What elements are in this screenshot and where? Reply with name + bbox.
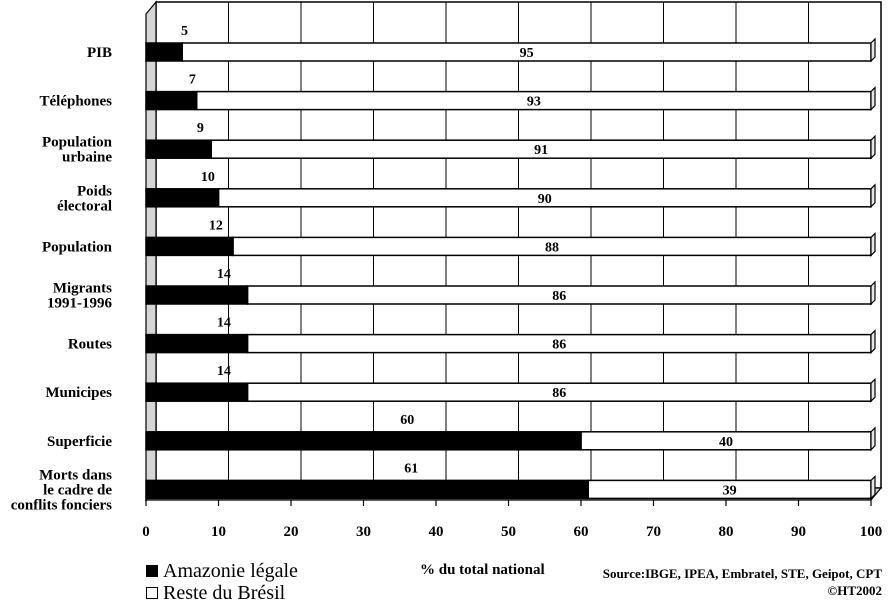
category-label: conflits fonciers [11,497,112,513]
data-label-reste: 90 [538,192,552,207]
data-label-amazonie: 5 [181,24,188,39]
source-credit: Source:IBGE, IPEA, Embratel, STE, Geipot… [603,565,882,599]
category-label: Poids [77,183,112,199]
category-label: Téléphones [39,94,112,110]
x-tick-label: 60 [574,524,589,540]
data-label-reste: 86 [552,386,566,401]
x-tick-label: 90 [791,524,806,540]
bar-end-face [870,37,876,63]
data-label-reste: 95 [520,46,534,61]
category-label: le cadre de [43,482,112,498]
data-label-reste: 86 [552,289,566,304]
bar-end-face [870,86,876,112]
data-label-reste: 86 [552,338,566,353]
x-axis-label: % du total national [420,562,545,578]
source-line: Source:IBGE, IPEA, Embratel, STE, Geipot… [602,566,882,581]
bar-amazonie [145,90,198,111]
category-label: Population [42,239,113,255]
bar-end-face [870,474,876,500]
x-tick-label: 20 [284,524,299,540]
bar-amazonie [145,479,589,500]
bar-end-face [870,134,876,160]
data-label-amazonie: 12 [209,218,223,233]
data-label-reste: 91 [534,143,548,158]
copyright-line: ©HT2002 [827,583,883,598]
legend-item-amazonie: Amazonie légale [146,560,298,582]
bar-end-face [870,183,876,209]
data-label-amazonie: 61 [404,461,418,476]
category-label: électoral [57,198,112,214]
x-tick-label: 10 [211,524,226,540]
bar-end-face [870,377,876,403]
x-tick-label: 100 [860,524,883,540]
category-label: Routes [68,337,112,353]
bar-end-face [870,329,876,355]
legend-swatch-reste [146,587,158,599]
bar-end-face [870,231,876,257]
bar-amazonie [145,188,220,208]
x-tick-label: 0 [142,524,150,540]
bar-end-face [870,426,876,452]
data-label-reste: 93 [527,95,541,110]
category-label: Superficie [47,434,112,450]
data-label-amazonie: 14 [217,364,231,379]
data-label-reste: 88 [545,240,559,255]
data-label-amazonie: 9 [197,121,204,136]
legend-item-reste: Reste du Brésil [146,582,298,604]
data-label-amazonie: 14 [217,316,231,331]
bar-amazonie [145,285,249,305]
legend-swatch-amazonie [146,565,158,577]
x-tick-label: 80 [719,524,734,540]
category-label: Migrants [53,281,112,297]
category-label: Morts dans [39,467,112,483]
data-label-amazonie: 60 [400,413,414,428]
data-label-reste: 40 [719,435,733,450]
category-label: 1991-1996 [47,296,112,312]
legend: Amazonie légale Reste du Brésil [146,560,298,604]
data-label-amazonie: 7 [189,73,196,88]
category-label: Population [42,135,113,151]
category-label: PIB [87,45,112,61]
bar-amazonie [145,236,234,257]
x-tick-label: 40 [429,524,444,540]
bar-amazonie [145,431,582,451]
bar-end-face [870,280,876,306]
legend-label-amazonie: Amazonie légale [163,560,298,582]
bar-amazonie [145,382,249,402]
x-tick-label: 30 [356,524,371,540]
data-label-amazonie: 14 [217,267,231,282]
category-label: Municipes [45,385,112,401]
data-label-reste: 39 [723,483,737,498]
bar-amazonie [145,139,212,159]
data-label-amazonie: 10 [201,170,215,185]
category-label: urbaine [62,150,112,166]
x-tick-label: 50 [501,524,516,540]
bar-amazonie [145,42,183,62]
bar-amazonie [145,333,249,354]
x-tick-label: 70 [646,524,661,540]
legend-label-reste: Reste du Brésil [163,582,286,604]
